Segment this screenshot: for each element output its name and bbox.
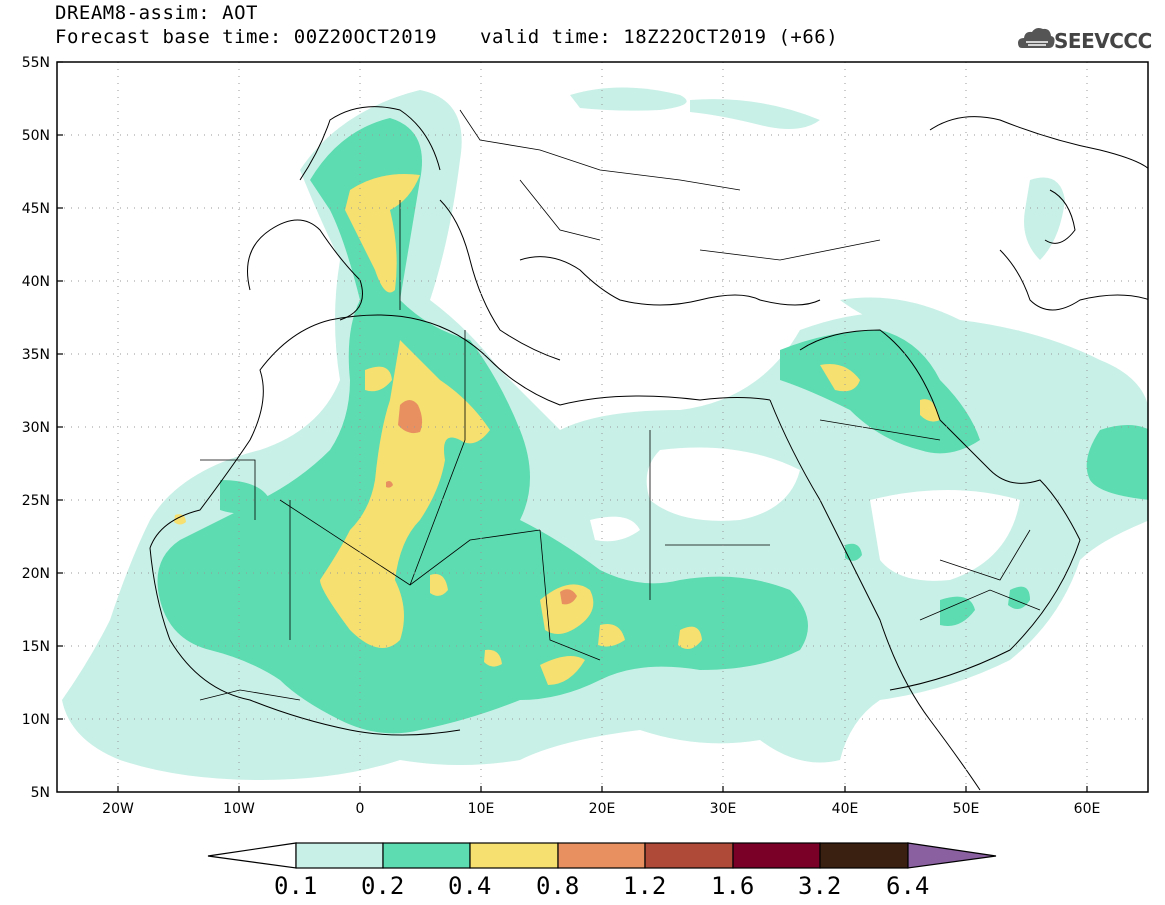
colorbar-swatch [644, 842, 734, 869]
borders [199, 109, 1041, 701]
lat-label: 30N [22, 420, 50, 436]
lon-label: 30E [710, 801, 737, 817]
colorbar-swatch [819, 842, 909, 869]
map-title: DREAM8-assim: AOT [55, 2, 258, 24]
colorbar-label: 1.6 [711, 872, 755, 900]
lon-labels: 20W 10W 0 10E 20E 30E 40E 50E 60E [102, 801, 1100, 817]
lon-label: 20E [589, 801, 616, 817]
lon-label: 10E [468, 801, 495, 817]
lat-label: 45N [22, 201, 50, 217]
colorbar-label: 0.1 [274, 872, 318, 900]
colorbar-swatch [295, 842, 384, 869]
lon-label: 50E [953, 801, 980, 817]
colorbar-over-arrow [907, 842, 997, 869]
lat-label: 55N [22, 55, 50, 71]
lon-label: 10W [223, 801, 255, 817]
colorbar-label: 0.8 [536, 872, 580, 900]
colorbar-swatch [732, 842, 821, 869]
lat-label: 15N [22, 639, 50, 655]
aot-field [57, 62, 1148, 792]
colorbar-label: 3.2 [798, 872, 842, 900]
lat-labels: 55N 50N 45N 40N 35N 30N 25N 20N 15N 10N … [22, 55, 50, 801]
aot-band-0.4 [174, 174, 940, 685]
aot-band-0.8 [386, 400, 577, 605]
lat-label: 20N [22, 566, 50, 582]
colorbar-label: 1.2 [623, 872, 667, 900]
lat-label: 50N [22, 128, 50, 144]
lat-label: 10N [22, 712, 50, 728]
logo-text: SEEVCCC [1054, 29, 1152, 53]
colorbar-label: 0.2 [361, 872, 405, 900]
lat-label: 35N [22, 347, 50, 363]
colorbar [207, 842, 997, 869]
gridlines [57, 62, 1148, 792]
lat-label: 5N [31, 785, 50, 801]
valid-time: valid time: 18Z22OCT2019 (+66) [480, 26, 839, 48]
lon-label: 0 [356, 801, 365, 817]
colorbar-under-arrow [207, 842, 297, 869]
colorbar-swatch [382, 842, 471, 869]
colorbar-label: 6.4 [886, 872, 930, 900]
lat-label: 40N [22, 274, 50, 290]
tick-marks [57, 61, 1088, 792]
coastlines [149, 106, 1148, 791]
colorbar-label: 0.4 [448, 872, 492, 900]
seevccc-logo-icon [1018, 28, 1055, 48]
lon-label: 60E [1074, 801, 1101, 817]
aot-holes [590, 447, 1020, 581]
colorbar-swatch [469, 842, 559, 869]
colorbar-swatch [557, 842, 646, 869]
forecast-base-time: Forecast base time: 00Z20OCT2019 [55, 26, 438, 48]
lat-label: 25N [22, 493, 50, 509]
lon-label: 40E [832, 801, 859, 817]
lon-label: 20W [102, 801, 134, 817]
